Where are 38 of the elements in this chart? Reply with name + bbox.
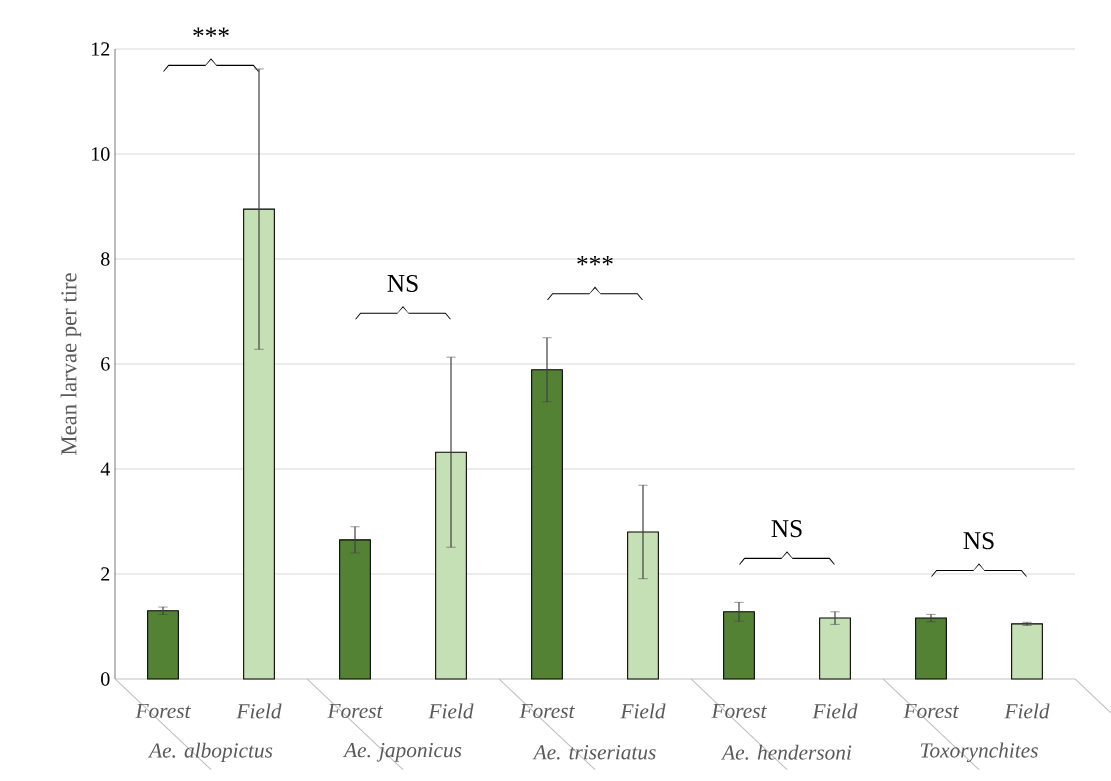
text: Forest [135, 703, 191, 719]
annotation: *** [577, 255, 613, 266]
bar [531, 369, 563, 680]
y-tick-label: 4 [100, 462, 110, 476]
x-tick-label: Ae. japonicus [342, 743, 462, 762]
y-tick-label: 2 [101, 567, 110, 581]
series-label: Forest [327, 703, 383, 719]
y-tick-label: 6 [101, 357, 110, 371]
x-tick-label: Ae. hendersoni [720, 744, 852, 760]
bar [435, 451, 467, 680]
bar [339, 539, 371, 680]
y-tick-label: 10 [92, 147, 110, 161]
series-label: Field [620, 703, 666, 719]
text: Field [428, 703, 474, 719]
bar [147, 610, 179, 680]
x-tick-label: Ae. triseriatus [532, 745, 656, 760]
text: Field [812, 703, 858, 719]
text: Forest [711, 703, 767, 719]
x-tick-label: Ae. albopictus [147, 742, 273, 762]
text: Forest [519, 703, 575, 719]
bar [723, 611, 755, 680]
y-tick-label: 8 [101, 252, 110, 266]
annotation: NS [771, 520, 802, 538]
text: Field [1004, 703, 1050, 719]
y-axis-title: Mean larvae per tire [60, 273, 82, 455]
text: Field [236, 703, 282, 719]
y-tick-label: 0 [101, 672, 110, 686]
text: *** [193, 27, 229, 37]
bar [243, 208, 275, 680]
y-tick-label: 12 [92, 42, 110, 56]
text: Forest [903, 703, 959, 719]
bar [819, 617, 851, 680]
annotation: NS [963, 532, 994, 550]
bar [915, 617, 947, 680]
x-tick-label: Toxorynchites [920, 742, 1038, 763]
bar [627, 531, 659, 680]
bar [1011, 623, 1043, 680]
annotation: NS [387, 274, 418, 292]
